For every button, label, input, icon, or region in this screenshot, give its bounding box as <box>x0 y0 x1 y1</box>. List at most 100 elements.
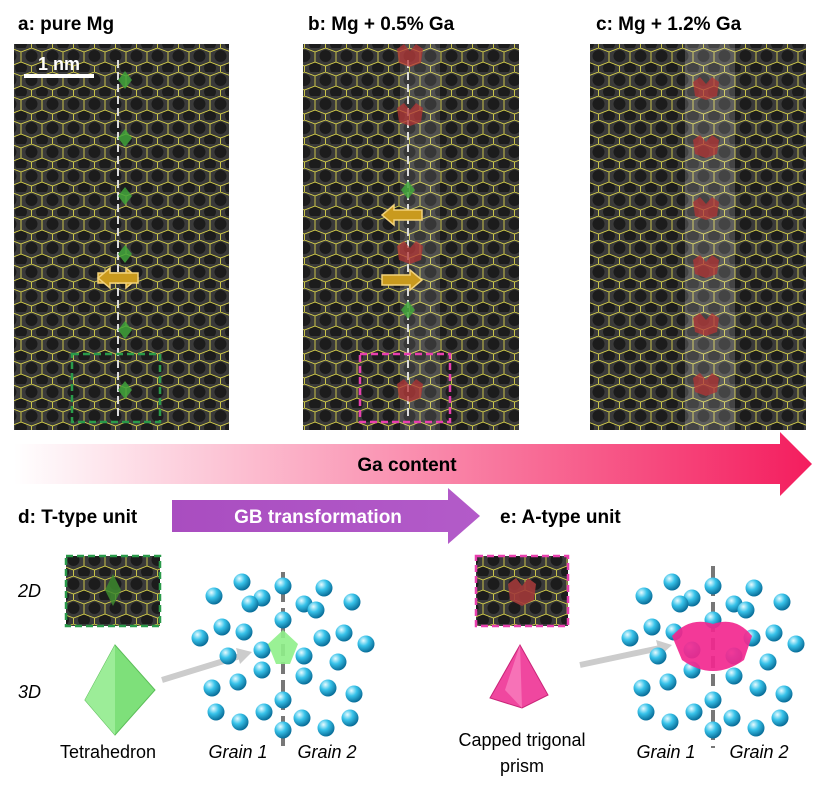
a-unit <box>693 135 719 158</box>
atom <box>295 647 313 665</box>
atom <box>643 618 661 636</box>
panel-label: b: Mg + 0.5% Ga <box>308 14 455 35</box>
a-unit <box>397 241 423 264</box>
gradient-arrow <box>14 432 812 496</box>
shape-name: prism <box>500 756 544 776</box>
atom <box>213 618 231 636</box>
atom <box>335 624 353 642</box>
a-unit <box>693 373 719 396</box>
t-unit-3d <box>268 630 298 664</box>
a-unit <box>397 103 423 126</box>
atom <box>345 685 363 703</box>
atom <box>207 703 225 721</box>
atom <box>765 624 783 642</box>
atom <box>747 719 765 737</box>
shape-name: Capped trigonal <box>458 730 585 750</box>
micrograph <box>590 44 806 430</box>
atom <box>315 579 333 597</box>
atom <box>771 709 789 727</box>
row-label: 2D <box>17 581 41 601</box>
atom <box>191 629 209 647</box>
atom <box>253 641 271 659</box>
panel-label: a: pure Mg <box>18 14 114 35</box>
atom <box>235 623 253 641</box>
atom <box>637 703 655 721</box>
atom <box>274 691 292 709</box>
t-unit <box>118 381 132 399</box>
micrograph <box>14 44 229 430</box>
atom <box>343 593 361 611</box>
atom <box>255 703 273 721</box>
atom <box>663 573 681 591</box>
atom <box>295 667 313 685</box>
atom <box>649 647 667 665</box>
atom <box>219 647 237 665</box>
t-unit <box>401 301 415 319</box>
arrow-label: GB transformation <box>234 507 402 528</box>
grain-label: Grain 2 <box>297 742 356 762</box>
a-unit <box>397 379 423 402</box>
atom <box>319 679 337 697</box>
atom <box>787 635 805 653</box>
t-unit <box>401 181 415 199</box>
atom <box>205 587 223 605</box>
atom <box>293 709 311 727</box>
t-unit <box>118 129 132 147</box>
a-unit-3d <box>672 621 752 671</box>
atom <box>685 703 703 721</box>
atom <box>737 601 755 619</box>
atom <box>229 673 247 691</box>
shift-arrow <box>380 203 423 227</box>
row-label: 3D <box>18 682 41 702</box>
tetrahedron-face <box>85 645 115 735</box>
atom <box>773 593 791 611</box>
t-unit <box>118 71 132 89</box>
atom <box>749 679 767 697</box>
grain-boundary <box>400 44 440 430</box>
atom <box>759 653 777 671</box>
pointer <box>579 645 661 668</box>
inset-box <box>358 352 452 424</box>
atom <box>659 673 677 691</box>
atom <box>313 629 331 647</box>
grain-label: Grain 1 <box>636 742 695 762</box>
shift-arrow <box>381 268 424 292</box>
atom <box>704 691 722 709</box>
atom <box>241 595 259 613</box>
atom <box>307 601 325 619</box>
atom <box>704 721 722 739</box>
a-unit <box>693 255 719 278</box>
atom <box>274 611 292 629</box>
atom <box>274 577 292 595</box>
grain-label: Grain 2 <box>729 742 788 762</box>
inset-box <box>70 352 162 424</box>
a-unit <box>693 77 719 100</box>
atom <box>203 679 221 697</box>
t-unit <box>118 187 132 205</box>
scale-label: 1 nm <box>38 54 80 74</box>
shape-name: Tetrahedron <box>60 742 156 762</box>
micrograph <box>303 44 519 430</box>
atom <box>274 721 292 739</box>
shift-arrow <box>96 266 139 290</box>
panel-label: c: Mg + 1.2% Ga <box>596 14 742 35</box>
t-unit <box>118 245 132 263</box>
prism-face <box>505 645 522 708</box>
unit-label: d: T-type unit <box>18 507 138 528</box>
arrow-label: Ga content <box>357 455 457 476</box>
atom <box>725 667 743 685</box>
atom <box>231 713 249 731</box>
atom <box>704 577 722 595</box>
a-unit <box>693 197 719 220</box>
atom <box>745 579 763 597</box>
a-unit <box>693 313 719 336</box>
pointer <box>236 648 252 664</box>
atom <box>357 635 375 653</box>
atom <box>633 679 651 697</box>
unit-label: e: A-type unit <box>500 507 621 528</box>
atom <box>775 685 793 703</box>
t-unit <box>118 321 132 339</box>
atom <box>671 595 689 613</box>
atom <box>621 629 639 647</box>
